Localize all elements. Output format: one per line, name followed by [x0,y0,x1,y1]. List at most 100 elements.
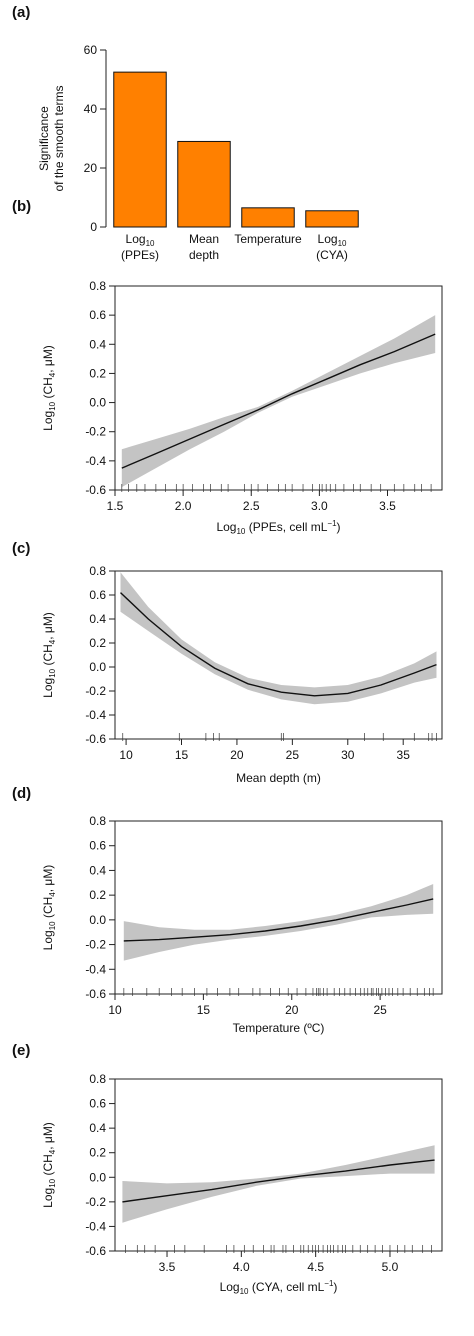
x-axis-title-part: Log [220,1280,240,1294]
y-tick-label: 20 [84,161,98,175]
category-label: Log10 [318,232,347,248]
panel-a: (a) 0 20 40 60 Significanceof the smooth term… [12,4,359,262]
y-tick-label: -0.4 [85,962,106,976]
panel-e: (e) -0.6 -0.4 -0.2 0.0 0.2 0.4 0.6 0.8 3.5 4.0 4.5 5… [12,1042,443,1296]
y-axis-title: Log10 (CH4, μM) [41,345,57,431]
x-tick-label: 3.0 [311,499,328,513]
y-tick-label: 0.4 [89,863,106,877]
x-axis-title-subscript: 10 [240,1287,249,1296]
y-tick-label: -0.2 [85,1195,106,1209]
y-tick-label: 0.2 [89,636,106,650]
confidence-band [123,884,434,961]
x-axis-title-part: (CYA, cell mL [249,1280,325,1294]
y-tick-label: -0.6 [85,1244,106,1258]
category-label-line2: (PPEs) [121,248,159,262]
category-label: Log10 [126,232,155,248]
x-tick-label: 3.5 [159,1260,176,1274]
y-tick-label: 0.2 [89,366,106,380]
category-label: Temperature [234,232,302,246]
y-axis-title-part: Log [41,930,55,950]
x-axis-title: Log10 (CYA, cell mL−1) [220,1279,338,1296]
y-tick-label: 0.4 [89,612,106,626]
y-axis-title-subscript: 10 [48,921,57,930]
panel-label-a: (a) [12,4,30,21]
panel-b: (b) -0.6 -0.4 -0.2 0.0 0.2 0.4 0.6 0.8 1.5 2.0 2.5 3… [12,198,443,536]
bar [241,207,295,228]
fit-line [122,1159,435,1203]
category-label-line1: Temperature [234,232,302,246]
y-tick-label: 0.0 [89,660,106,674]
y-axis-title-part: (CH [41,897,55,922]
y-tick-label: 0.6 [89,308,106,322]
bar [113,71,167,228]
y-axis-title: Log10 (CH4, μM) [41,612,57,698]
panel-c: (c) -0.6 -0.4 -0.2 0.0 0.2 0.4 0.6 0.8 10 15 20 25 30… [12,540,443,785]
y-tick-label: 0.6 [89,839,106,853]
x-tick-label: 35 [397,748,411,762]
x-tick-label: 30 [341,748,355,762]
x-axis-title-part: Log [216,520,236,534]
category-label-line1: Log [318,232,338,246]
x-tick-label: 2.5 [243,499,260,513]
x-tick-label: 25 [373,1003,387,1017]
x-tick-label: 4.5 [307,1260,324,1274]
x-tick-label: 25 [286,748,300,762]
y-axis-title-subscript: 10 [48,401,57,410]
y-tick-label: 0.0 [89,1170,106,1184]
y-axis-title-part: , μM) [41,345,55,373]
confidence-band [122,1145,435,1223]
x-axis-title-part: ) [333,1280,337,1294]
fit-line [121,333,436,469]
y-axis-title-part: , μM) [41,612,55,640]
y-axis-title-part: (CH [41,377,55,402]
x-tick-label: 3.5 [379,499,396,513]
y-axis-title-part: Log [41,1188,55,1208]
y-tick-label: 0.6 [89,588,106,602]
y-axis-title-subscript: 4 [48,892,57,897]
x-tick-label: 2.0 [175,499,192,513]
y-tick-label: -0.2 [85,684,106,698]
category-label-line1: Log [126,232,146,246]
y-tick-label: -0.2 [85,938,106,952]
y-axis-title-line1: Significance [37,106,51,171]
y-axis-title: Log10 (CH4, μM) [41,1122,57,1208]
x-tick-label: 20 [285,1003,299,1017]
x-tick-label: 4.0 [233,1260,250,1274]
y-tick-label: -0.2 [85,425,106,439]
category-label-line1: Mean [189,232,219,246]
y-tick-label: 0.8 [89,564,106,578]
y-tick-label: 0.6 [89,1097,106,1111]
y-axis-title-part: Log [41,411,55,431]
y-tick-label: -0.6 [85,483,106,497]
y-tick-label: 0.2 [89,888,106,902]
y-axis-title-part: (CH [41,644,55,669]
y-axis-title-subscript: 4 [48,1149,57,1154]
panel-label: (b) [12,198,31,215]
panel-d: (d) -0.6 -0.4 -0.2 0.0 0.2 0.4 0.6 0.8 10 15 20 25 Te… [12,785,443,1035]
y-axis-title-line2: of the smooth terms [52,85,66,191]
y-tick-label: -0.4 [85,454,106,468]
y-tick-label: 0.8 [89,814,106,828]
y-axis-title-subscript: 4 [48,372,57,377]
y-tick-label: 60 [84,43,98,57]
y-tick-label: -0.6 [85,732,106,746]
x-tick-label: 10 [108,1003,122,1017]
confidence-band [121,315,436,488]
category-label: Mean [189,232,219,246]
y-axis-title-part: , μM) [41,865,55,893]
y-tick-label: 40 [84,102,98,116]
y-tick-label: 0.0 [89,913,106,927]
y-tick-label: 0.0 [89,396,106,410]
y-tick-label: -0.6 [85,987,106,1001]
x-axis-title-subscript: 10 [236,527,245,536]
x-axis-title-superscript: −1 [327,519,337,528]
x-tick-label: 15 [175,748,189,762]
x-tick-label: 5.0 [382,1260,399,1274]
bar [177,140,231,228]
x-axis-title-part: ) [337,520,341,534]
y-tick-label: -0.4 [85,1219,106,1233]
y-tick-label: 0.2 [89,1146,106,1160]
y-tick-label: 0.4 [89,337,106,351]
x-axis-title: Mean depth (m) [236,771,321,785]
